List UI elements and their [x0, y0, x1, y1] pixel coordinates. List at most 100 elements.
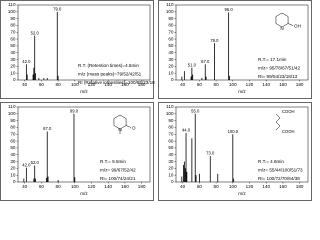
annotation: RI= 100/74/24/21 [100, 176, 136, 181]
y-tick-label: 100 [8, 9, 16, 14]
x-tick-label: 120 [88, 184, 96, 189]
panel-border [0, 0, 154, 99]
peak-bar [46, 177, 47, 182]
y-tick-label: 50 [168, 145, 174, 150]
peak-label: 55.0 [191, 108, 200, 113]
x-tick-label: 140 [104, 82, 112, 87]
peak-bar [183, 161, 185, 182]
peak-label: 52.0 [31, 30, 40, 35]
y-tick-label: 40 [168, 152, 174, 157]
y-tick-label: 60 [10, 138, 16, 143]
y-tick-label: 20 [10, 64, 16, 69]
peak-bar [233, 178, 235, 182]
peak-bar [38, 77, 40, 80]
peak-bar [43, 77, 45, 80]
peak-label: 42.0 [22, 162, 31, 167]
y-tick-label: 60 [168, 36, 174, 41]
y-tick-label: 10 [10, 70, 16, 75]
peak-label: 73.0 [206, 151, 215, 156]
x-tick-label: 80 [56, 82, 62, 87]
annotation: RI (Relative intensities)=100/65/23/18 [78, 80, 155, 85]
peak-bar [35, 73, 36, 80]
peak-label: 44.0 [182, 128, 191, 133]
plot-frame [17, 4, 151, 81]
y-tick-label: 0 [13, 77, 16, 82]
x-tick-label: 180 [296, 82, 304, 87]
y-tick-label: 0 [171, 77, 174, 82]
peak-bar [232, 134, 234, 182]
x-tick-label: 60 [197, 184, 203, 189]
peak-bar [34, 165, 36, 182]
peak-bar [191, 67, 193, 80]
y-tick-label: 30 [10, 159, 16, 164]
peak-bar [33, 178, 35, 182]
y-tick-label: 30 [10, 57, 16, 62]
peak-bar [204, 64, 206, 80]
peak-bar [183, 164, 184, 182]
y-tick-label: 80 [10, 23, 16, 28]
annotation: m/z= 99/67/52/42 [100, 168, 136, 173]
peak-bar [73, 113, 75, 182]
x-tick-label: 180 [138, 82, 146, 87]
annotation: m/z (mass peaks)=79/52/42/51 [78, 72, 142, 77]
bond [125, 125, 132, 128]
x-tick-label: 40 [180, 82, 186, 87]
peak-label: 99.0 [70, 108, 79, 113]
annotation: RI= 100/72/70/64/38 [258, 176, 300, 181]
peak-bar [32, 74, 34, 80]
peak-bar [47, 176, 49, 182]
peak-label: 79.0 [53, 6, 62, 11]
y-tick-label: 70 [10, 131, 16, 136]
peak-bar [186, 171, 188, 182]
peak-bar [205, 76, 207, 80]
bond [287, 23, 294, 26]
peak-bar [56, 11, 58, 80]
peak-bar [25, 167, 27, 182]
x-tick-label: 120 [88, 82, 96, 87]
annotation: R.T. (Retention times)=4.5min [78, 63, 139, 68]
x-tick-label: 160 [279, 82, 287, 87]
y-tick-label: 80 [10, 125, 16, 130]
x-tick-label: 140 [262, 184, 270, 189]
peak-bar [57, 75, 59, 80]
x-axis-label: m/z [238, 89, 246, 94]
peak-bar [214, 43, 215, 80]
annotation: RI= 99/54/23/18/13 [258, 74, 298, 79]
x-tick-label: 80 [56, 184, 62, 189]
peak-bar [209, 156, 211, 182]
y-tick-label: 90 [10, 118, 16, 123]
peak-label: 67.0 [43, 126, 52, 131]
y-tick-label: 40 [168, 50, 174, 55]
x-axis-label: m/z [238, 191, 246, 196]
group-label: COOH [282, 109, 295, 114]
y-tick-label: 40 [10, 152, 16, 157]
x-axis-label: m/z [80, 191, 88, 196]
peak-bar [74, 177, 76, 182]
annotation: R.T.= 4.6min [258, 159, 284, 164]
peak-bar [229, 75, 230, 80]
x-tick-label: 60 [39, 82, 45, 87]
y-tick-label: 100 [166, 111, 174, 116]
peak-bar [181, 176, 183, 182]
ring [275, 12, 289, 28]
y-tick-label: 80 [168, 125, 174, 130]
y-tick-label: 80 [168, 23, 174, 28]
x-tick-label: 80 [214, 82, 220, 87]
y-tick-label: 10 [10, 172, 16, 177]
x-tick-label: 140 [104, 184, 112, 189]
peak-label: 42.0 [22, 59, 31, 64]
plot-frame [175, 4, 309, 81]
peak-bar [57, 179, 59, 182]
x-tick-label: 80 [214, 184, 220, 189]
peak-bar [34, 35, 36, 80]
y-tick-label: 20 [168, 64, 174, 69]
x-axis-label: m/z [80, 89, 88, 94]
x-tick-label: 60 [39, 184, 45, 189]
x-tick-label: 40 [22, 184, 28, 189]
peak-bar [183, 71, 185, 80]
peak-bar [181, 76, 183, 80]
y-tick-label: 10 [168, 70, 174, 75]
annotation: m/z= 95/78/67/51/42 [258, 66, 300, 71]
